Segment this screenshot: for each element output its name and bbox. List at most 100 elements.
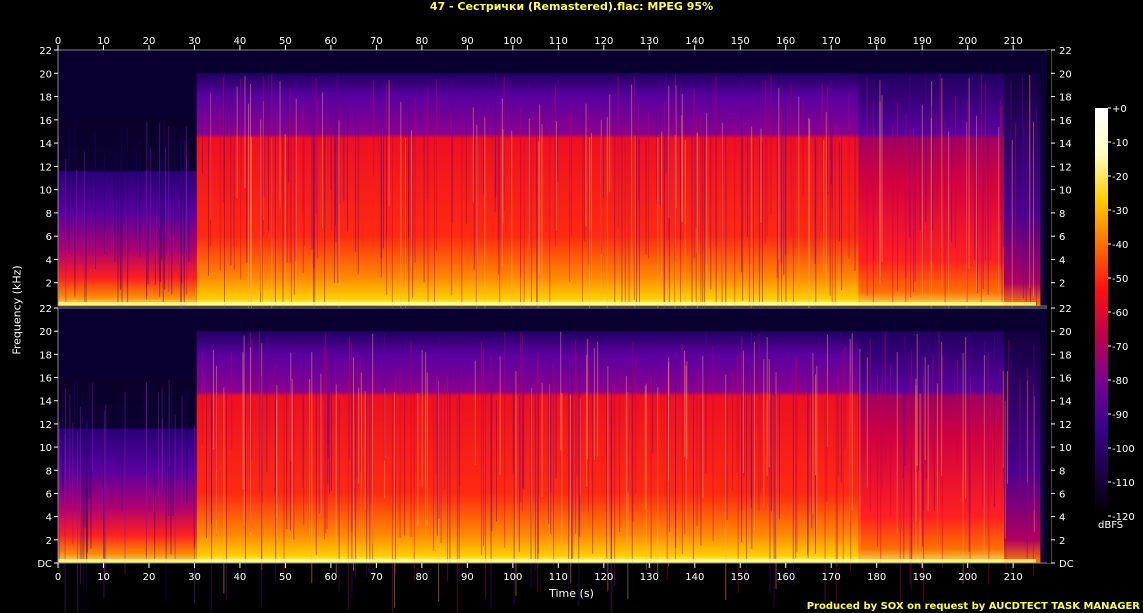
texture-streak xyxy=(482,100,484,196)
texture-streak xyxy=(315,78,317,215)
texture-streak xyxy=(394,375,396,575)
texture-streak xyxy=(1033,396,1035,533)
texture-streak xyxy=(779,382,781,520)
texture-streak xyxy=(168,126,170,293)
texture-streak xyxy=(536,110,538,309)
x-tick-label-top: 10 xyxy=(97,36,110,47)
texture-streak xyxy=(575,339,577,534)
texture-streak xyxy=(483,348,485,546)
texture-streak xyxy=(606,367,608,559)
texture-streak xyxy=(324,133,326,352)
colorbar-unit-label: dBFS xyxy=(1098,520,1124,531)
texture-streak xyxy=(941,342,943,477)
texture-streak xyxy=(917,341,919,471)
texture-streak xyxy=(69,394,71,499)
texture-streak xyxy=(534,387,536,570)
texture-streak xyxy=(1010,359,1012,497)
texture-streak xyxy=(145,171,147,268)
colorbar-tick-label: +0 xyxy=(1112,104,1127,115)
texture-streak xyxy=(330,125,332,231)
texture-streak xyxy=(746,136,748,237)
x-tick-label-top: 70 xyxy=(370,36,383,47)
texture-streak xyxy=(205,376,207,538)
texture-streak xyxy=(537,362,539,592)
texture-streak xyxy=(343,101,345,201)
texture-streak xyxy=(824,398,826,613)
texture-streak xyxy=(663,135,665,331)
texture-streak xyxy=(674,73,676,209)
texture-streak xyxy=(969,377,971,514)
texture-streak xyxy=(955,95,957,248)
texture-streak xyxy=(528,83,530,234)
texture-streak xyxy=(760,128,762,223)
texture-streak xyxy=(1000,105,1002,269)
x-tick-label-bottom: 50 xyxy=(279,572,292,583)
texture-streak xyxy=(266,336,268,473)
texture-streak xyxy=(86,431,88,613)
texture-streak xyxy=(830,85,832,185)
texture-streak xyxy=(593,348,595,460)
texture-streak xyxy=(721,129,723,343)
colorbar-tick-label: -10 xyxy=(1112,138,1128,149)
texture-streak xyxy=(681,343,683,554)
texture-streak xyxy=(715,75,717,246)
texture-streak xyxy=(303,397,305,525)
texture-streak xyxy=(186,155,188,295)
x-tick-label-top: 190 xyxy=(913,36,932,47)
texture-streak xyxy=(664,101,666,314)
texture-streak xyxy=(837,369,839,477)
texture-streak xyxy=(139,138,141,257)
texture-streak xyxy=(939,74,941,186)
texture-streak xyxy=(259,126,261,304)
texture-streak xyxy=(475,97,477,314)
x-tick-label-top: 50 xyxy=(279,36,292,47)
texture-streak xyxy=(290,379,292,531)
texture-streak xyxy=(491,388,493,532)
texture-streak xyxy=(910,129,912,298)
texture-streak xyxy=(746,373,748,582)
texture-streak xyxy=(775,372,777,590)
y-tick-label-right: 14 xyxy=(1059,139,1072,150)
texture-streak xyxy=(355,373,357,579)
texture-streak xyxy=(181,395,183,517)
texture-streak xyxy=(372,370,374,565)
texture-streak xyxy=(1010,82,1012,224)
texture-streak xyxy=(993,333,995,508)
texture-streak xyxy=(417,392,419,526)
texture-streak xyxy=(764,81,766,245)
y-tick-label-right: 20 xyxy=(1059,327,1072,338)
texture-streak xyxy=(555,364,557,479)
texture-streak xyxy=(276,399,278,519)
texture-streak xyxy=(758,136,760,331)
y-tick-label-left: 22 xyxy=(39,304,52,315)
texture-streak xyxy=(413,383,415,582)
texture-streak xyxy=(610,399,612,613)
texture-streak xyxy=(850,373,852,572)
texture-streak xyxy=(606,117,608,330)
texture-streak xyxy=(436,78,438,251)
texture-streak xyxy=(940,131,942,254)
texture-streak xyxy=(842,351,844,563)
texture-streak xyxy=(627,376,629,494)
texture-streak xyxy=(472,107,474,203)
texture-streak xyxy=(512,334,514,475)
texture-streak xyxy=(890,365,892,517)
texture-streak xyxy=(383,333,385,461)
texture-streak xyxy=(737,377,739,594)
x-tick-label-top: 40 xyxy=(234,36,247,47)
texture-streak xyxy=(1033,344,1035,510)
texture-streak xyxy=(627,377,629,492)
y-axis-label: Frequency (kHz) xyxy=(10,265,24,355)
texture-streak xyxy=(271,136,273,338)
channel-panel-1 xyxy=(57,49,1052,371)
texture-streak xyxy=(984,341,986,513)
texture-streak xyxy=(146,148,148,300)
texture-streak xyxy=(79,406,81,585)
segment-1 xyxy=(196,331,263,563)
texture-streak xyxy=(411,130,413,268)
y-tick-label-right: 20 xyxy=(1059,69,1072,80)
texture-streak xyxy=(68,128,70,212)
texture-streak xyxy=(320,373,322,515)
texture-streak xyxy=(910,360,912,591)
texture-streak xyxy=(495,73,497,198)
